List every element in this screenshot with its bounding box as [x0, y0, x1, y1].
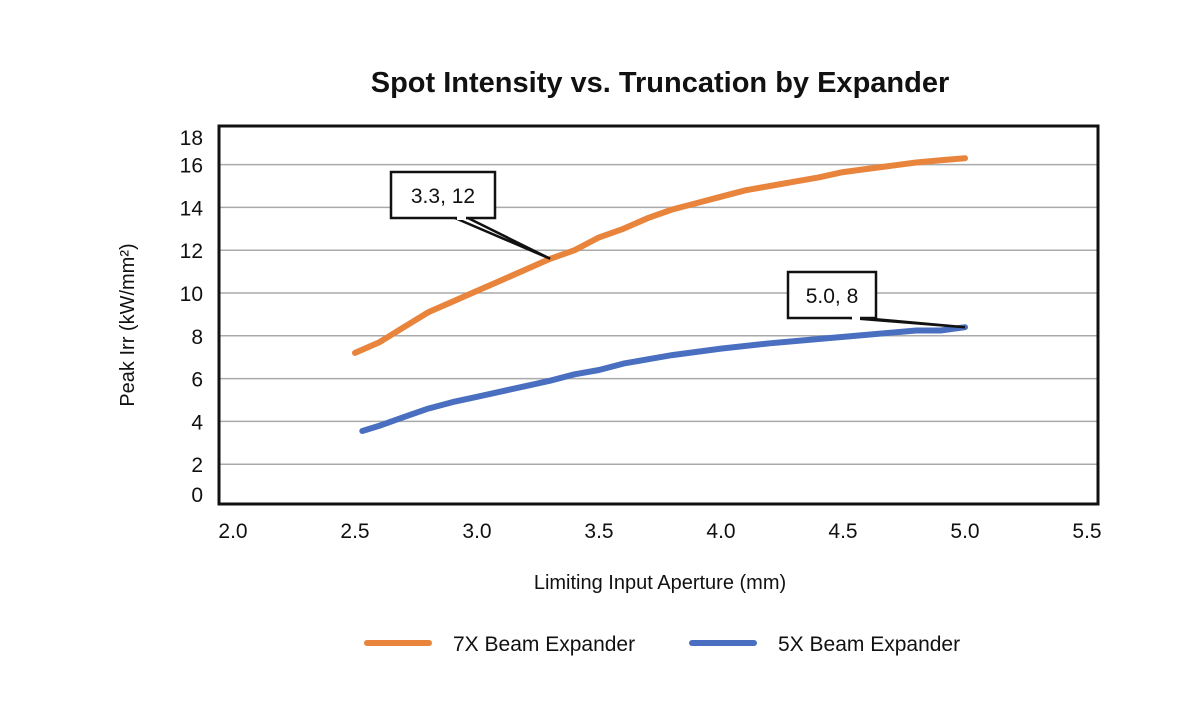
- data-callout: 5.0, 8: [786, 270, 966, 329]
- callout-box: [389, 170, 497, 220]
- callout-pointer: [849, 316, 966, 329]
- y-tick-label: 0: [191, 484, 203, 507]
- x-tick-label: 5.0: [950, 520, 979, 543]
- chart-title: Spot Intensity vs. Truncation by Expande…: [371, 67, 950, 99]
- x-tick-label: 2.0: [218, 520, 247, 543]
- y-tick-label: 8: [191, 326, 203, 349]
- data-callout: 3.3, 12: [389, 170, 551, 260]
- legend-label: 5X Beam Expander: [778, 633, 960, 656]
- y-axis-label: Peak Irr (kW/mm²): [117, 243, 139, 406]
- y-tick-label: 6: [191, 369, 203, 392]
- x-axis-label: Limiting Input Aperture (mm): [534, 572, 786, 594]
- y-tick-label: 4: [191, 411, 203, 434]
- legend-label: 7X Beam Expander: [453, 633, 635, 656]
- y-tick-label: 12: [180, 240, 203, 263]
- y-tick-label: 2: [191, 454, 203, 477]
- y-tick-label: 14: [180, 197, 204, 220]
- x-tick-label: 4.0: [706, 520, 735, 543]
- callout-gap: [457, 215, 466, 220]
- callout-box: [786, 270, 878, 320]
- callout-label: 3.3, 12: [411, 185, 475, 208]
- callout-label: 5.0, 8: [806, 285, 859, 308]
- x-tick-label: 2.5: [340, 520, 369, 543]
- x-tick-label: 3.0: [462, 520, 491, 543]
- y-tick-label: 10: [180, 283, 203, 306]
- x-tick-label: 5.5: [1072, 520, 1101, 543]
- callout-pointer: [454, 216, 551, 260]
- plot-frame: [217, 124, 1100, 506]
- series-line-7x: [352, 155, 968, 356]
- series-line-5x: [359, 324, 968, 434]
- y-tick-label: 18: [180, 127, 203, 150]
- y-tick-label: 16: [180, 155, 203, 178]
- x-tick-label: 3.5: [584, 520, 613, 543]
- x-tick-label: 4.5: [828, 520, 857, 543]
- callout-gap: [852, 315, 860, 320]
